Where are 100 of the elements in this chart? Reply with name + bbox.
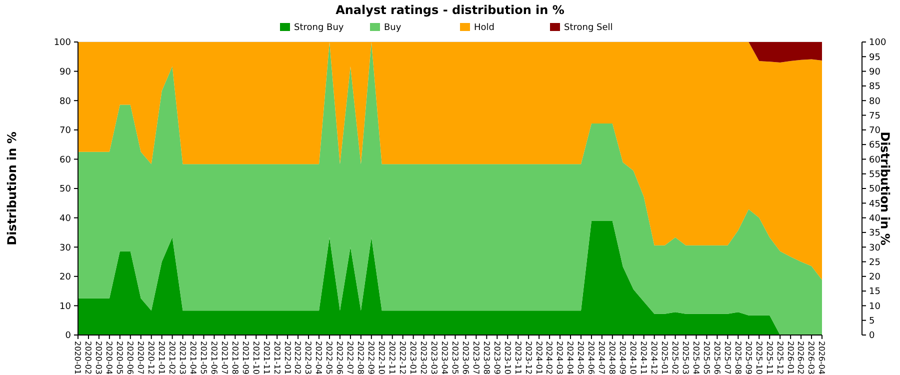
y2-tick-label: 70 <box>869 126 881 136</box>
y-tick-label: 50 <box>60 184 72 195</box>
x-tick-label: 2024-10 <box>628 341 638 374</box>
x-tick-label: 2022-11 <box>388 341 397 374</box>
x-tick-label: 2021-09 <box>240 341 250 374</box>
x-tick-label: 2025-10 <box>754 341 764 374</box>
x-tick-label: 2020-05 <box>115 341 124 374</box>
x-tick-label: 2023-02 <box>419 341 428 374</box>
legend-label: Buy <box>384 23 402 34</box>
x-tick-label: 2022-06 <box>335 341 344 374</box>
y2-tick-label: 60 <box>869 155 881 166</box>
x-tick-label: 2021-03 <box>178 341 187 374</box>
x-tick-label: 2025-02 <box>670 341 680 374</box>
x-tick-label: 2026-01 <box>786 341 795 374</box>
x-tick-label: 2020-06 <box>126 341 135 374</box>
x-tick-label: 2023-04 <box>440 341 449 374</box>
chart-title: Analyst ratings - distribution in % <box>336 3 564 17</box>
x-tick-label: 2021-02 <box>168 341 177 374</box>
x-tick-label: 2022-04 <box>314 341 324 374</box>
x-tick-label: 2026-04 <box>817 341 826 374</box>
y-tick-label: 0 <box>65 331 72 342</box>
y2-tick-label: 25 <box>869 258 880 268</box>
x-tick-label: 2023-10 <box>502 341 512 374</box>
x-tick-label: 2024-05 <box>576 341 586 374</box>
y2-tick-label: 50 <box>869 184 881 195</box>
legend-label: Hold <box>474 23 494 34</box>
y2-tick-label: 30 <box>869 243 881 254</box>
x-tick-label: 2025-04 <box>691 341 700 374</box>
y2-tick-label: 35 <box>869 228 880 239</box>
x-tick-label: 2025-11 <box>764 341 774 374</box>
x-tick-label: 2024-01 <box>534 341 544 374</box>
x-tick-label: 2025-07 <box>722 341 732 374</box>
y2-tick-label: 85 <box>869 82 880 92</box>
x-tick-label: 2021-12 <box>272 341 282 374</box>
y-axis-title: Distribution in % <box>5 132 19 246</box>
x-tick-label: 2022-09 <box>366 341 376 374</box>
y2-tick-label: 100 <box>869 38 886 48</box>
x-tick-label: 2022-10 <box>377 341 386 374</box>
x-tick-label: 2023-05 <box>450 341 460 374</box>
x-tick-label: 2025-09 <box>744 341 753 374</box>
legend-label: Strong Buy <box>294 23 344 34</box>
x-tick-label: 2021-10 <box>251 341 260 374</box>
x-tick-label: 2020-01 <box>73 341 82 374</box>
x-tick-label: 2021-01 <box>157 341 166 374</box>
x-tick-label: 2022-05 <box>324 341 334 374</box>
x-tick-label: 2023-12 <box>524 341 533 374</box>
x-tick-label: 2025-03 <box>680 341 690 374</box>
x-tick-label: 2021-07 <box>220 341 229 374</box>
y2-tick-label: 20 <box>869 272 881 283</box>
y2-tick-label: 5 <box>869 316 875 326</box>
x-tick-label: 2023-09 <box>492 341 502 374</box>
x-tick-label: 2024-12 <box>650 341 659 374</box>
x-tick-label: 2022-08 <box>356 341 366 374</box>
x-tick-label: 2025-06 <box>712 341 722 374</box>
x-tick-label: 2022-12 <box>398 341 408 374</box>
x-tick-label: 2025-05 <box>702 341 711 374</box>
x-tick-label: 2024-04 <box>566 341 575 374</box>
x-tick-label: 2024-02 <box>544 341 554 374</box>
x-tick-label: 2020-07 <box>136 341 146 374</box>
y-tick-label: 60 <box>60 155 72 166</box>
y2-tick-label: 80 <box>869 96 881 107</box>
x-tick-label: 2026-03 <box>806 341 816 374</box>
y-tick-label: 20 <box>60 272 72 283</box>
x-tick-label: 2022-03 <box>304 341 313 374</box>
x-tick-label: 2024-09 <box>618 341 628 374</box>
x-tick-label: 2023-11 <box>513 341 522 374</box>
x-tick-label: 2020-03 <box>94 341 104 374</box>
y2-tick-label: 90 <box>869 67 881 78</box>
x-tick-label: 2022-01 <box>282 341 292 374</box>
y2-tick-label: 10 <box>869 302 881 312</box>
x-tick-label: 2020-12 <box>146 341 156 374</box>
x-tick-label: 2023-06 <box>460 341 470 374</box>
y-tick-label: 30 <box>60 243 72 254</box>
x-tick-label: 2023-07 <box>471 341 480 374</box>
y2-tick-label: 95 <box>869 52 880 63</box>
x-tick-label: 2021-05 <box>198 341 208 374</box>
x-tick-label: 2025-08 <box>733 341 742 374</box>
x-tick-label: 2020-04 <box>104 341 114 374</box>
x-tick-label: 2024-07 <box>597 341 606 374</box>
x-tick-label: 2023-01 <box>408 341 418 374</box>
legend-label: Strong Sell <box>564 23 613 34</box>
x-tick-label: 2025-01 <box>660 341 670 374</box>
y2-tick-label: 40 <box>869 214 881 224</box>
y2-tick-label: 15 <box>869 287 880 298</box>
x-tick-label: 2025-12 <box>775 341 784 374</box>
x-tick-label: 2024-08 <box>608 341 617 374</box>
x-tick-label: 2022-07 <box>346 341 355 374</box>
x-tick-label: 2023-08 <box>482 341 491 374</box>
x-tick-label: 2021-06 <box>209 341 218 374</box>
x-tick-label: 2021-11 <box>262 341 271 374</box>
y2-tick-label: 75 <box>869 111 880 122</box>
x-tick-label: 2024-11 <box>639 341 648 374</box>
x-tick-label: 2026-02 <box>796 341 806 374</box>
x-tick-label: 2024-06 <box>586 341 596 374</box>
y2-tick-label: 45 <box>869 199 880 210</box>
x-tick-label: 2021-04 <box>188 341 198 374</box>
y-tick-label: 90 <box>60 67 72 78</box>
x-tick-label: 2023-03 <box>429 341 438 374</box>
y-tick-label: 10 <box>60 302 72 312</box>
x-tick-label: 2022-02 <box>293 341 302 374</box>
